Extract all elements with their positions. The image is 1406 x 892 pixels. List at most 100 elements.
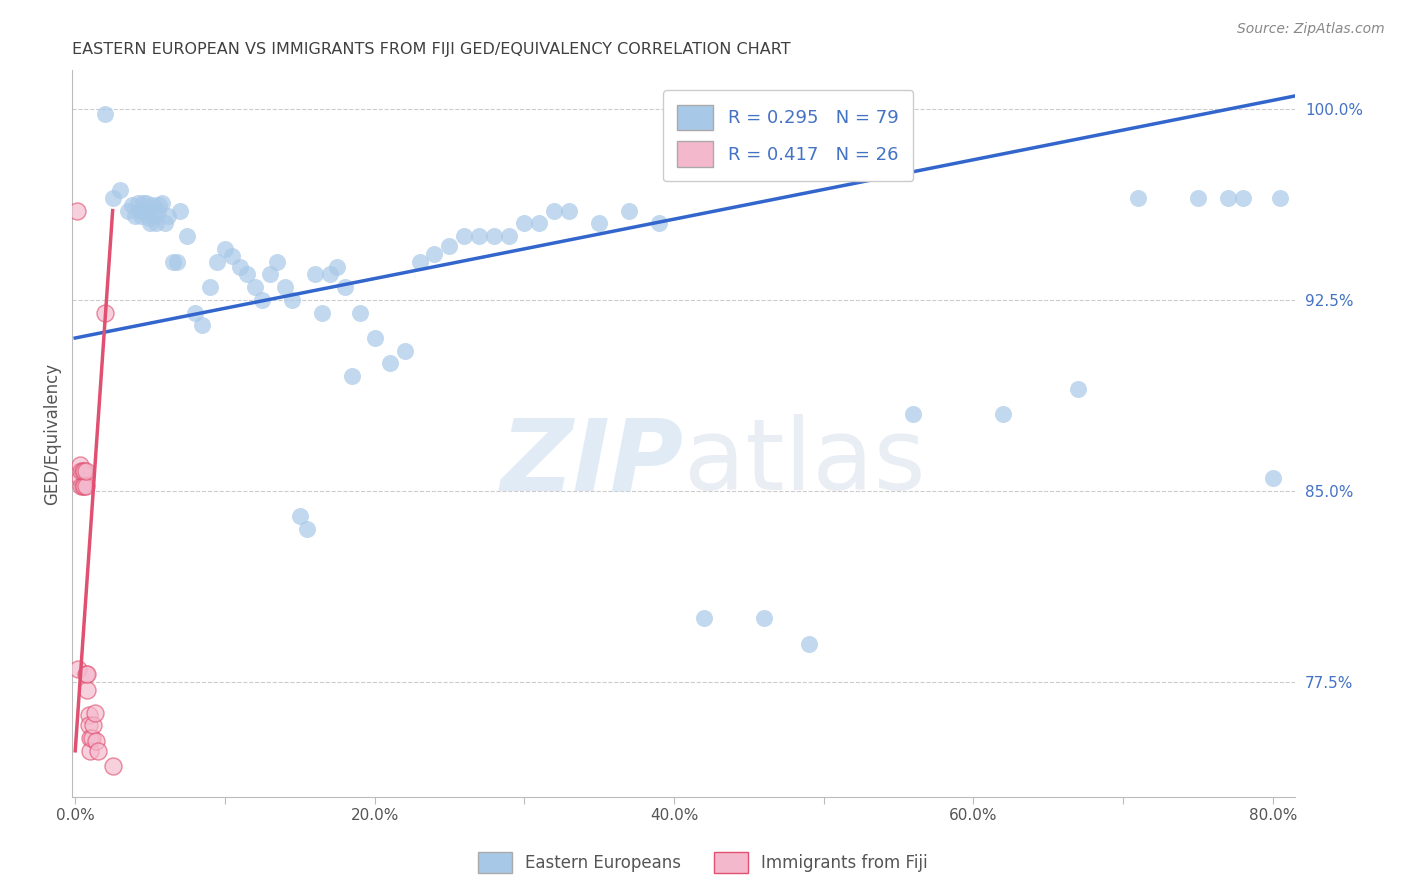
Point xyxy=(76,667,98,681)
Point xyxy=(468,229,491,244)
Point xyxy=(143,209,166,223)
Point xyxy=(333,280,356,294)
Point xyxy=(229,260,252,274)
Point xyxy=(69,458,91,473)
Point xyxy=(693,611,716,625)
Point xyxy=(82,718,104,732)
Point xyxy=(70,479,93,493)
Point xyxy=(558,203,581,218)
Point xyxy=(191,318,214,333)
Point xyxy=(252,293,274,307)
Point xyxy=(349,305,371,319)
Point xyxy=(84,733,107,747)
Text: atlas: atlas xyxy=(683,414,925,511)
Point xyxy=(162,254,184,268)
Point xyxy=(132,203,155,218)
Point xyxy=(153,216,176,230)
Point xyxy=(453,229,475,244)
Point xyxy=(274,280,297,294)
Point xyxy=(166,254,188,268)
Point xyxy=(129,209,152,223)
Point xyxy=(340,369,363,384)
Point xyxy=(1261,471,1284,485)
Point xyxy=(423,247,446,261)
Point xyxy=(138,211,160,226)
Text: Source: ZipAtlas.com: Source: ZipAtlas.com xyxy=(1237,22,1385,37)
Point xyxy=(77,708,100,723)
Point xyxy=(176,229,198,244)
Point xyxy=(169,203,191,218)
Point xyxy=(80,731,103,745)
Point xyxy=(513,216,536,230)
Point xyxy=(184,305,207,319)
Point xyxy=(198,280,221,294)
Point xyxy=(797,637,820,651)
Point xyxy=(378,356,401,370)
Legend: R = 0.295   N = 79, R = 0.417   N = 26: R = 0.295 N = 79, R = 0.417 N = 26 xyxy=(664,90,912,181)
Point xyxy=(124,209,146,223)
Point xyxy=(135,196,157,211)
Point xyxy=(529,216,551,230)
Text: EASTERN EUROPEAN VS IMMIGRANTS FROM FIJI GED/EQUIVALENCY CORRELATION CHART: EASTERN EUROPEAN VS IMMIGRANTS FROM FIJI… xyxy=(72,42,790,57)
Point xyxy=(617,203,640,218)
Point xyxy=(79,731,101,745)
Point xyxy=(752,611,775,625)
Point xyxy=(142,198,165,212)
Text: ZIP: ZIP xyxy=(501,414,683,511)
Point xyxy=(259,267,281,281)
Point xyxy=(207,254,229,268)
Point xyxy=(79,744,101,758)
Point xyxy=(83,706,105,720)
Point xyxy=(648,216,671,230)
Point xyxy=(75,479,97,493)
Point xyxy=(394,343,416,358)
Point xyxy=(66,203,89,218)
Point xyxy=(318,267,340,281)
Point xyxy=(148,198,170,212)
Point xyxy=(281,293,304,307)
Point xyxy=(94,107,117,121)
Legend: Eastern Europeans, Immigrants from Fiji: Eastern Europeans, Immigrants from Fiji xyxy=(471,846,935,880)
Point xyxy=(128,203,150,218)
Point xyxy=(145,216,167,230)
Point xyxy=(73,463,96,477)
Point xyxy=(108,183,131,197)
Point xyxy=(1067,382,1090,396)
Point xyxy=(101,191,124,205)
Point xyxy=(121,198,143,212)
Point xyxy=(86,744,108,758)
Point xyxy=(150,196,173,211)
Point xyxy=(304,267,326,281)
Point xyxy=(146,203,169,218)
Point xyxy=(588,216,610,230)
Point xyxy=(243,280,266,294)
Point xyxy=(69,471,91,485)
Point xyxy=(297,522,319,536)
Point xyxy=(136,203,159,218)
Point xyxy=(1126,191,1149,205)
Point xyxy=(72,463,94,477)
Point xyxy=(77,718,100,732)
Point xyxy=(326,260,349,274)
Point xyxy=(131,196,153,211)
Point xyxy=(101,759,124,773)
Point xyxy=(94,305,117,319)
Point xyxy=(1270,191,1292,205)
Point xyxy=(1187,191,1209,205)
Point xyxy=(311,305,333,319)
Point xyxy=(76,682,98,697)
Point xyxy=(67,662,90,676)
Point xyxy=(221,249,243,263)
Point xyxy=(288,509,311,524)
Y-axis label: GED/Equivalency: GED/Equivalency xyxy=(44,362,60,505)
Point xyxy=(214,242,236,256)
Point xyxy=(484,229,506,244)
Point xyxy=(236,267,259,281)
Point xyxy=(439,239,461,253)
Point xyxy=(543,203,565,218)
Point xyxy=(1216,191,1239,205)
Point xyxy=(75,667,97,681)
Point xyxy=(363,331,385,345)
Point xyxy=(1232,191,1254,205)
Point xyxy=(903,408,925,422)
